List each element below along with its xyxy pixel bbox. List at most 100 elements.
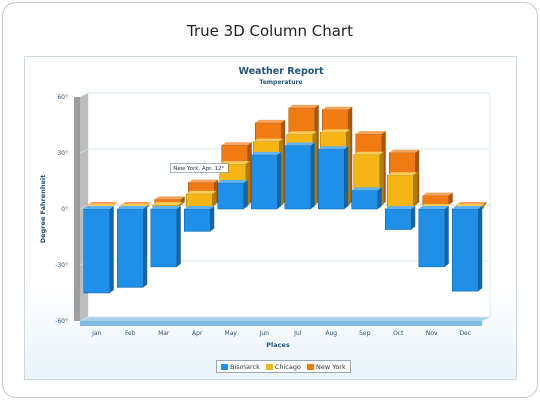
bar-side-face [178,202,183,207]
bar-front-face [186,193,213,208]
tooltip-box [170,163,229,173]
bar-side-face [377,187,382,209]
x-tick-label: Aug [325,330,337,337]
x-tick-label: Jul [293,330,302,337]
chart-subtitle: Temperature [259,79,302,86]
bar-top-face [318,146,349,150]
bar-bismarck-jun [251,151,282,210]
y-tick-label: -60° [55,318,68,325]
bar-bismarck-mar [150,206,181,268]
bar-bismarck-may [217,179,248,210]
bar-front-face [422,195,449,206]
bar-top-face [188,179,219,183]
bar-new-york-nov [422,192,453,206]
bar-top-face [117,206,148,209]
bar-side-face [310,142,315,209]
gridline-side [79,92,89,98]
bar-bismarck-apr [184,206,215,232]
bar-front-face [83,208,110,294]
x-tick-label: May [225,330,238,337]
bar-front-face [217,182,244,210]
chart-plot-area: -60° -30° 0° 30° 60° Jan Feb Mar Apr May Jun Jul Aug… [55,92,491,337]
bar-side-face [413,172,418,207]
bar-front-face [385,208,412,230]
chart-title: Weather Report [238,66,324,77]
bar-front-face [387,175,414,208]
bar-top-face [150,206,181,209]
x-tick-label: Sep [359,330,371,337]
x-tick-label: Dec [459,330,471,337]
bar-top-face [255,119,286,123]
bar-front-face [318,149,345,210]
y-axis-label: Degree Fahrenheit [39,175,47,243]
bar-top-face [217,179,248,183]
bar-side-face [478,206,483,292]
bar-top-face [385,206,416,209]
legend-item-new-york[interactable]: New York [306,362,346,371]
x-tick-label: Jun [259,330,270,337]
bar-top-face [422,192,453,196]
bar-top-face [452,206,483,209]
bar-side-face [411,206,416,230]
bar-side-face [444,206,449,267]
bar-top-face [253,138,284,142]
x-tick-label: Apr [192,330,203,337]
y-tick-label: 30° [57,150,68,157]
bar-bismarck-dec [452,206,483,292]
bar-top-face [320,129,351,133]
bar-front-face [452,208,479,292]
bar-top-face [219,161,250,165]
gridline-side [79,148,89,154]
legend-item-chicago[interactable]: Chicago [265,362,301,371]
bar-front-face [184,208,211,232]
legend-label: Chicago [274,362,301,371]
bar-top-face [184,206,215,209]
bar-top-face [322,106,353,110]
bar-side-face [212,190,217,207]
x-tick-label: Mar [158,330,170,337]
bar-bismarck-sep [351,187,382,210]
bar-top-face [389,149,420,153]
legend-item-bismarck[interactable]: Bismarck [221,363,260,371]
bar-chicago-apr [186,190,217,208]
bar-bismarck-nov [418,206,449,268]
y-tick-label: 60° [57,94,68,101]
bar-side-face [109,206,114,293]
chart-legend: Bismarck Chicago New York [216,360,351,373]
bar-top-face [154,196,185,200]
bar-side-face [344,146,349,209]
y-tick-label: 0° [61,206,68,213]
legend-swatch-chicago [265,363,273,370]
gridline-side [79,204,89,210]
legend-swatch-new-york [306,363,314,370]
bar-front-face [150,208,177,268]
bar-front-face [284,145,311,210]
bar-bismarck-feb [117,206,148,288]
bar-top-face [251,151,282,155]
bar-chicago-oct [387,172,418,208]
bar-top-face [284,142,315,146]
bar-top-face [152,202,183,206]
bar-bismarck-jul [284,142,315,210]
bar-top-face [83,206,114,209]
chart-tooltip: New York, Apr. 12° [170,163,229,173]
bar-side-face [210,206,215,232]
bar-top-face [353,151,384,155]
bar-front-face [251,154,278,210]
legend-swatch-bismarck [221,363,228,370]
x-tick-label: Feb [125,330,136,337]
side-wall-edge [74,97,80,321]
chart-floor-edge [80,321,482,326]
x-tick-label: Oct [393,330,404,337]
bar-bismarck-aug [318,146,349,210]
bar-side-face [176,206,181,267]
bar-bismarck-jan [83,206,114,294]
bar-top-face [355,131,386,135]
bar-top-face [221,142,252,146]
bar-front-face [418,208,445,268]
bar-top-face [288,104,319,108]
chart-floor [80,317,490,321]
gridline-side [79,316,89,322]
legend-label: New York [315,362,346,371]
